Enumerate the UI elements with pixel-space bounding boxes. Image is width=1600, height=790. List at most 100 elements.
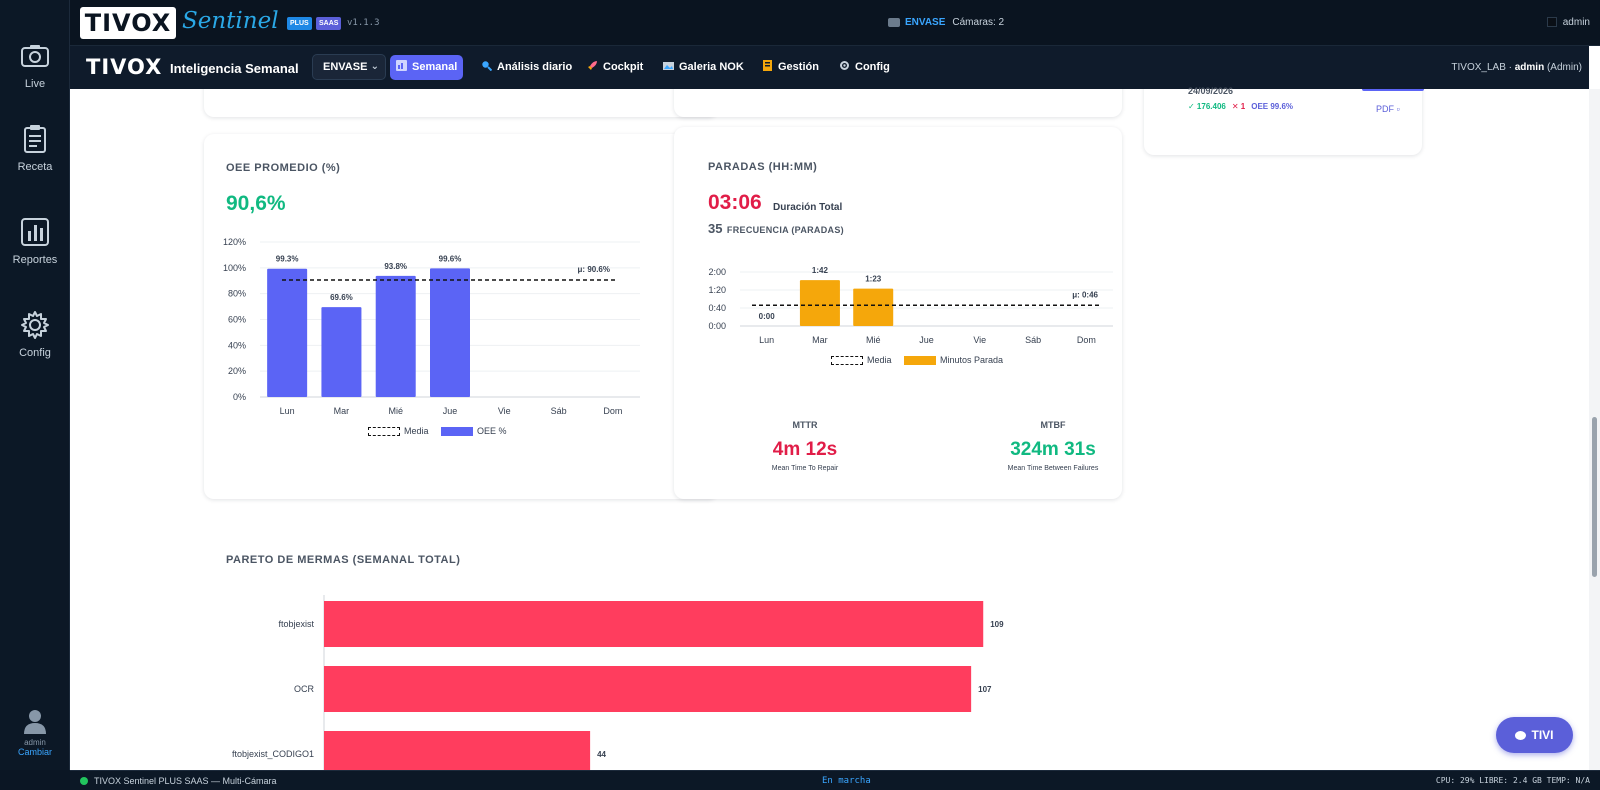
status-dot-icon bbox=[80, 777, 88, 785]
summary-row: ✓ 176.406 ✕ 1 OEE 99.6% bbox=[1188, 102, 1293, 111]
nav-logo: TIVOX bbox=[86, 55, 163, 79]
paradas-duration: 03:06 bbox=[708, 191, 762, 214]
x-tick-label: Dom bbox=[603, 406, 622, 416]
paradas-frequency: 35 FRECUENCIA (PARADAS) bbox=[708, 220, 844, 238]
mtbf-value: 324m 31s bbox=[1010, 439, 1096, 460]
tab-cockpit[interactable]: Cockpit bbox=[581, 55, 649, 80]
footer-status: TIVOX Sentinel PLUS SAAS — Multi-Cámara bbox=[80, 776, 277, 786]
scrollbar-thumb[interactable] bbox=[1592, 417, 1597, 577]
y-tick-label: 0:40 bbox=[708, 303, 726, 313]
x-tick-label: Sáb bbox=[1025, 335, 1041, 345]
y-tick-label: 2:00 bbox=[708, 267, 726, 277]
saas-badge: SAAS bbox=[316, 17, 342, 30]
x-tick-label: Jue bbox=[919, 335, 934, 345]
card-previous-right bbox=[674, 89, 1122, 117]
tab-galeria-nok[interactable]: Galeria NOK bbox=[657, 55, 750, 80]
scrollbar[interactable] bbox=[1589, 89, 1600, 770]
paradas-frequency-label: FRECUENCIA (PARADAS) bbox=[726, 225, 844, 235]
sidebar-item-live[interactable]: Live bbox=[0, 40, 70, 90]
paradas-card-title: PARADAS (HH:MM) bbox=[708, 161, 818, 173]
category-label: ftobjexist_CODIGO1 bbox=[232, 749, 314, 759]
footer-status-text: TIVOX Sentinel PLUS SAAS — Multi-Cámara bbox=[94, 776, 277, 786]
sidebar-item-reportes[interactable]: Reportes bbox=[0, 216, 70, 266]
sidebar-item-label: Live bbox=[24, 78, 46, 90]
chevron-down-icon: ⌄ bbox=[370, 61, 379, 72]
summary-date: 24/09/2026 bbox=[1188, 86, 1234, 96]
top-user[interactable]: admin bbox=[1546, 17, 1590, 28]
tab-label: Semanal bbox=[412, 61, 458, 73]
line-select[interactable]: ENVASE ⌄ bbox=[312, 54, 386, 80]
camera-icon bbox=[21, 45, 49, 67]
y-tick-label: 0:00 bbox=[708, 321, 726, 331]
y-tick-label: 120% bbox=[223, 237, 246, 247]
category-label: OCR bbox=[294, 684, 315, 694]
pdf-link[interactable]: PDF ▫ bbox=[1376, 104, 1400, 114]
version-label: v1.1.3 bbox=[347, 18, 380, 28]
bar-value-label: 1:23 bbox=[865, 275, 882, 284]
legend-oee-label: OEE % bbox=[477, 426, 507, 436]
user-square-icon bbox=[1546, 17, 1557, 28]
bar-value-label: 93.8% bbox=[384, 262, 407, 271]
sidebar-item-label: Receta bbox=[17, 161, 53, 173]
paradas-frequency-value: 35 bbox=[708, 221, 723, 236]
bar-value-label: 99.6% bbox=[439, 254, 462, 263]
legend-minutes-swatch bbox=[904, 356, 937, 366]
line-name: ENVASE bbox=[905, 17, 946, 28]
chat-bubble-icon bbox=[1515, 731, 1527, 740]
tab-label: Análisis diario bbox=[497, 61, 573, 73]
mtbf-description: Mean Time Between Failures bbox=[1007, 465, 1099, 472]
top-user-name: admin bbox=[1562, 17, 1590, 28]
legend-media-swatch bbox=[831, 356, 863, 366]
tab-label: Gestión bbox=[778, 61, 819, 73]
legend-oee-swatch bbox=[441, 427, 474, 437]
gear-icon bbox=[840, 61, 849, 70]
tab-label: Cockpit bbox=[603, 61, 644, 73]
mttr-block: MTTR 4m 12s Mean Time To Repair bbox=[730, 420, 880, 472]
gallery-icon bbox=[663, 62, 674, 70]
y-tick-label: 20% bbox=[228, 366, 246, 376]
bar-value-label: 1:42 bbox=[812, 266, 829, 275]
paradas-legend: Media Minutos Parada bbox=[831, 355, 1003, 366]
card-previous-left bbox=[204, 89, 718, 117]
bar-value-label: 0:00 bbox=[759, 312, 776, 321]
y-tick-label: 100% bbox=[223, 263, 246, 273]
sidebar-item-receta[interactable]: Receta bbox=[0, 123, 70, 173]
mttr-description: Mean Time To Repair bbox=[771, 465, 839, 472]
oee-card-title: OEE PROMEDIO (%) bbox=[226, 162, 341, 174]
top-bar: TIVOX Sentinel PLUS SAAS v1.1.3 ENVASE Cá… bbox=[70, 0, 1600, 46]
paradas-duration-label: Duración Total bbox=[773, 202, 843, 213]
tab-gestion[interactable]: Gestión bbox=[756, 55, 825, 80]
y-tick-label: 60% bbox=[228, 315, 246, 325]
footer-state: En marcha bbox=[822, 776, 871, 786]
rocket-icon bbox=[588, 61, 597, 70]
tab-semanal[interactable]: Semanal bbox=[390, 55, 464, 80]
mean-label: μ: 90.6% bbox=[578, 265, 610, 274]
bar-value-label: 109 bbox=[990, 620, 1004, 629]
x-tick-label: Lun bbox=[759, 335, 774, 345]
mttr-title: MTTR bbox=[792, 420, 818, 430]
x-tick-label: Mar bbox=[812, 335, 828, 345]
sidebar-item-config[interactable]: Config bbox=[0, 309, 70, 359]
oee-value: OEE 99.6% bbox=[1251, 102, 1294, 111]
tab-config[interactable]: Config bbox=[833, 55, 896, 80]
tivi-assistant-button[interactable]: TIVI bbox=[1496, 717, 1573, 753]
pareto-title: PARETO DE MERMAS (SEMANAL TOTAL) bbox=[226, 554, 461, 566]
y-tick-label: 40% bbox=[228, 340, 246, 350]
legend-media-label: Media bbox=[867, 355, 892, 365]
sidebar-item-label: Reportes bbox=[12, 254, 58, 266]
line-indicator: ENVASE Cámaras: 2 bbox=[888, 17, 1004, 28]
change-user-link[interactable]: Cambiar bbox=[17, 747, 52, 757]
user-name: admin bbox=[24, 738, 46, 747]
search-icon bbox=[482, 61, 492, 71]
user-switcher[interactable]: admin Cambiar bbox=[0, 708, 70, 757]
x-tick-label: Mar bbox=[334, 406, 350, 416]
bar bbox=[267, 268, 308, 397]
x-tick-label: Dom bbox=[1077, 335, 1096, 345]
tivi-label: TIVI bbox=[1531, 728, 1554, 742]
paradas-chart: 0:00 0:40 1:20 2:00 Lun 0:00 Mar 1:42 Mié 1:23 Jue… bbox=[708, 266, 1113, 345]
status-bar: TIVOX Sentinel PLUS SAAS — Multi-Cámara … bbox=[70, 770, 1600, 790]
tab-analisis-diario[interactable]: Análisis diario bbox=[475, 55, 578, 80]
user-icon bbox=[24, 710, 46, 734]
gear-icon bbox=[21, 311, 49, 339]
pareto-chart: ftobjexist 109 OCR 107 ftobjexist_CODIGO1 44 bbox=[232, 595, 1004, 770]
